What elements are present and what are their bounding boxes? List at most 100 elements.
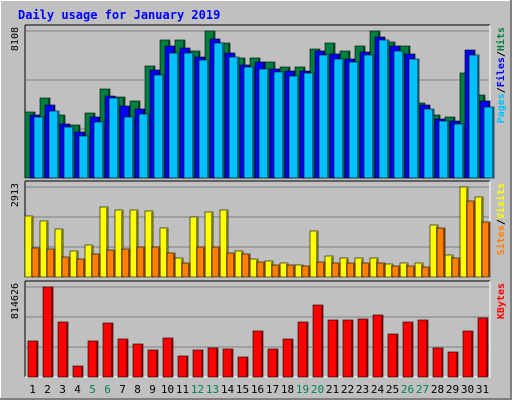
day-label: 13 [206, 383, 219, 396]
bar-kbytes [102, 322, 114, 378]
bar-body [219, 209, 229, 278]
bar-body [129, 209, 139, 278]
bar-pages [453, 123, 465, 179]
bar-shade [417, 60, 419, 178]
bar-shade [68, 258, 70, 277]
bar-shade [136, 211, 138, 277]
bar-body [33, 116, 45, 179]
day-label: 14 [221, 383, 235, 396]
bar-body [376, 262, 386, 278]
bar-shade [372, 56, 374, 178]
bar-kbytes [87, 340, 99, 378]
bar-shade [353, 264, 355, 277]
bar-sites [316, 261, 326, 278]
bar-kbytes [57, 321, 69, 378]
bar-body [237, 356, 249, 378]
bar-kbytes [312, 304, 324, 378]
bar-shade [188, 264, 190, 277]
bar-body [108, 97, 120, 179]
bar-shade [383, 264, 385, 277]
bar-visits [309, 230, 319, 278]
bar-sites [346, 262, 356, 278]
bar-body [93, 121, 105, 179]
bar-sites [121, 248, 131, 278]
bar-sites [106, 249, 116, 278]
legend-item: / [496, 87, 507, 93]
bar-pages [258, 68, 270, 179]
bar-body [423, 108, 435, 179]
bar-sites [166, 252, 176, 278]
bar-sites [451, 257, 461, 278]
day-label: 28 [431, 383, 444, 396]
bar-shade [121, 211, 123, 277]
bar-body [46, 248, 56, 278]
bar-shade [323, 263, 325, 277]
bar-shade [117, 99, 119, 178]
bar-shade [387, 41, 389, 178]
bar-body [204, 211, 214, 278]
legend-item: / [496, 219, 507, 225]
bar-body [327, 319, 339, 378]
bar-pages [168, 52, 180, 179]
bar-shade [83, 260, 85, 277]
bar-pages [228, 56, 240, 179]
bar-shade [36, 342, 38, 377]
bar-pages [93, 121, 105, 179]
bar-shade [177, 54, 179, 178]
bar-body [213, 42, 225, 179]
bar-pages [198, 59, 210, 179]
bar-shade [278, 266, 280, 277]
bar-kbytes [72, 365, 84, 378]
bar-body [147, 349, 159, 378]
bar-body [99, 206, 109, 278]
bar-body [301, 265, 311, 278]
bar-pages [48, 110, 60, 179]
bar-body [24, 215, 34, 278]
day-label: 26 [401, 383, 414, 396]
legend: Sites/Visits [495, 183, 507, 255]
bar-shade [413, 267, 415, 277]
bar-pages [288, 75, 300, 179]
bar-shade [66, 323, 68, 377]
bar-pages [363, 54, 375, 179]
bar-shade [201, 351, 203, 377]
bar-body [166, 252, 176, 278]
bar-body [42, 286, 54, 378]
bar-sites [211, 246, 221, 278]
day-label: 10 [161, 383, 174, 396]
bar-shade [31, 217, 33, 277]
bar-body [282, 338, 294, 378]
bar-body [406, 265, 416, 278]
bar-body [417, 319, 429, 378]
bar-kbytes [177, 355, 189, 378]
bar-shade [216, 349, 218, 377]
bar-pages [348, 61, 360, 179]
bar-shade [297, 77, 299, 178]
bar-kbytes [477, 317, 489, 378]
day-label: 25 [386, 383, 399, 396]
bar-body [342, 319, 354, 378]
bar-kbytes [222, 348, 234, 378]
bar-sites [301, 265, 311, 278]
day-label: 17 [266, 383, 279, 396]
bar-body [387, 333, 399, 378]
bar-pages [108, 97, 120, 179]
bar-shade [411, 323, 413, 377]
legend-item: Files [495, 57, 507, 87]
bar-sites [46, 248, 56, 278]
bar-body [138, 113, 150, 179]
bar-sites [331, 262, 341, 278]
bar-shade [357, 63, 359, 178]
bar-pages [303, 72, 315, 179]
bar-shade [156, 351, 158, 377]
bar-kbytes [342, 319, 354, 378]
bar-shade [443, 229, 445, 277]
bar-kbytes [447, 351, 459, 378]
bar-shade [492, 108, 494, 178]
bar-shade [192, 54, 194, 178]
bar-shade [222, 44, 224, 178]
bar-shade [147, 115, 149, 178]
bar-body [63, 126, 75, 179]
bar-body [211, 246, 221, 278]
